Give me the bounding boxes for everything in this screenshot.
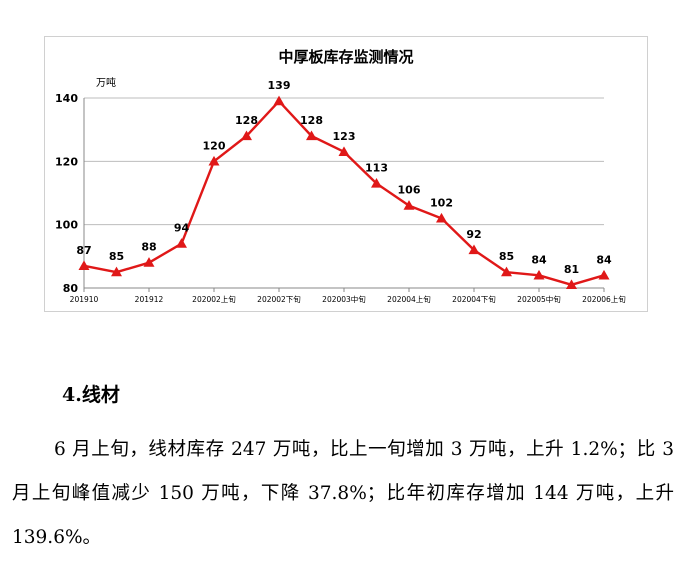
data-label-1: 85 — [109, 250, 124, 263]
grid-lines — [84, 97, 604, 226]
y-tick-labels: 80 100 120 140 — [55, 92, 78, 295]
x-tick-label: 202005中旬 — [517, 294, 561, 304]
unit-label: 万吨 — [96, 76, 116, 89]
data-label-16: 84 — [596, 253, 612, 266]
data-labels: 87 85 88 94 120 128 139 128 123 113 106 102 92 85 84 81… — [76, 79, 612, 276]
section-heading: 4.线材 — [62, 384, 120, 406]
x-tick-label: 202006上旬 — [582, 294, 626, 304]
y-tick-label-120: 120 — [55, 155, 78, 168]
axes — [83, 98, 605, 292]
x-tick-labels: 201910 201912 202002上旬 202002下旬 202003中旬 2020… — [70, 294, 627, 304]
data-point-13 — [501, 266, 512, 277]
data-label-14: 84 — [531, 253, 547, 266]
x-tick-label: 202004下旬 — [452, 294, 496, 304]
data-label-15: 81 — [564, 263, 579, 276]
data-label-8: 123 — [333, 130, 356, 143]
inventory-chart: 中厚板库存监测情况 万吨 80 100 120 140 201910 201912 202… — [44, 36, 648, 312]
y-tick-label-100: 100 — [55, 219, 78, 232]
data-label-2: 88 — [141, 241, 156, 254]
data-point-3 — [176, 238, 187, 248]
data-label-6: 139 — [268, 79, 291, 92]
x-tick-label: 202003中旬 — [322, 294, 366, 304]
data-point-8 — [338, 146, 350, 156]
data-label-9: 113 — [365, 162, 388, 175]
data-point-2 — [143, 257, 155, 267]
data-label-10: 106 — [398, 184, 421, 197]
data-point-9 — [371, 178, 382, 188]
data-label-4: 120 — [203, 139, 226, 152]
data-point-5 — [241, 130, 252, 141]
chart-title: 中厚板库存监测情况 — [278, 48, 413, 66]
x-tick-label: 202002上旬 — [192, 294, 236, 304]
data-label-3: 94 — [174, 222, 190, 235]
chart-border — [44, 36, 648, 312]
y-tick-label-80: 80 — [63, 282, 79, 295]
data-label-12: 92 — [466, 228, 481, 241]
body-paragraph: 6 月上旬，线材库存 247 万吨，比上一旬增加 3 万吨，上升 1.2%；比 … — [12, 439, 674, 548]
data-label-5: 128 — [235, 114, 258, 127]
y-tick-label-140: 140 — [55, 92, 78, 105]
data-point-12 — [468, 244, 480, 255]
x-tick-label: 201912 — [135, 295, 164, 304]
data-point-1 — [111, 266, 122, 277]
data-point-11 — [436, 212, 447, 223]
data-point-10 — [403, 200, 415, 210]
data-label-0: 87 — [76, 244, 91, 257]
data-point-15 — [566, 279, 577, 289]
data-label-13: 85 — [499, 250, 514, 263]
data-point-14 — [533, 269, 545, 280]
x-tick-label: 202004上旬 — [387, 294, 431, 304]
data-point-0 — [78, 260, 90, 270]
chart-canvas: 中厚板库存监测情况 万吨 80 100 120 140 201910 201912 202… — [44, 36, 648, 312]
data-label-11: 102 — [430, 196, 453, 209]
data-point-6 — [273, 95, 285, 106]
data-label-7: 128 — [300, 114, 323, 127]
x-tick-label: 201910 — [70, 295, 99, 304]
data-point-4 — [208, 155, 220, 166]
x-tick-label: 202002下旬 — [257, 294, 301, 304]
data-point-16 — [598, 269, 610, 280]
data-point-7 — [306, 130, 317, 141]
series-inventory — [78, 95, 610, 289]
